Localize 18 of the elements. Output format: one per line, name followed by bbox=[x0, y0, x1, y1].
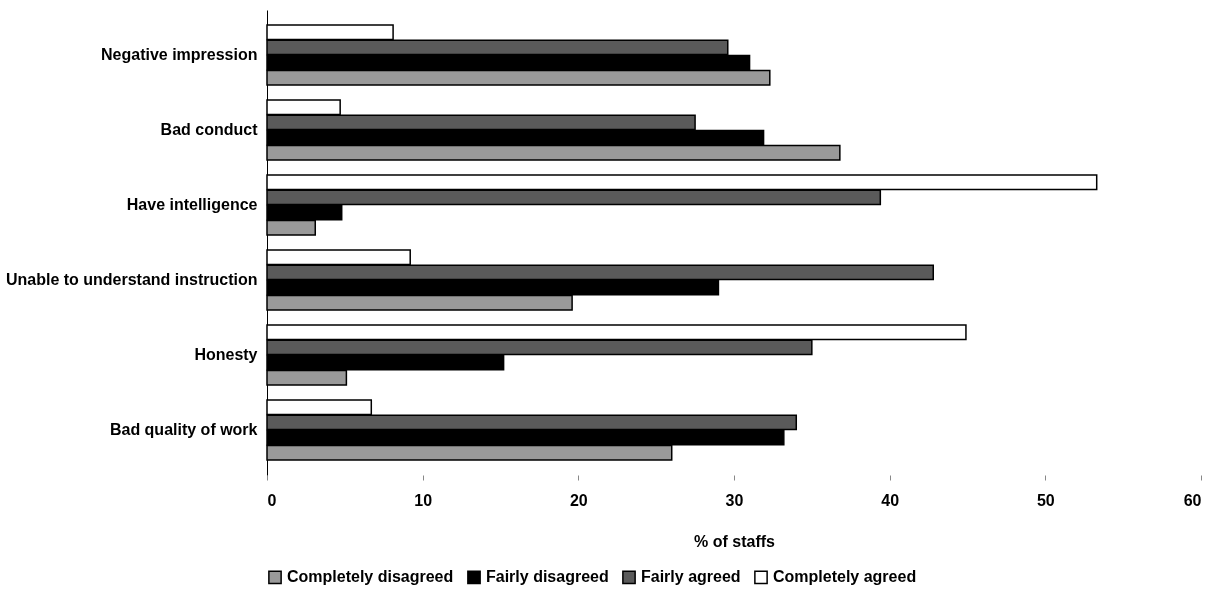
y-tick-label: Have intelligence bbox=[126, 196, 258, 213]
x-tick-label: 20 bbox=[569, 491, 588, 509]
x-axis-title: % of staffs bbox=[694, 532, 776, 550]
legend-label: Fairly agreed bbox=[641, 568, 741, 586]
y-tick-label: Negative impression bbox=[101, 46, 258, 63]
y-tick-label: Unable to understand instruction bbox=[5, 271, 258, 288]
x-tick-label: 50 bbox=[1036, 491, 1055, 509]
y-tick-label: Bad quality of work bbox=[109, 421, 258, 438]
y-tick-label: Honesty bbox=[194, 346, 258, 363]
legend-label: Fairly disagreed bbox=[486, 568, 609, 586]
x-tick-label: 40 bbox=[881, 491, 900, 509]
x-tick-label: 60 bbox=[1183, 491, 1202, 509]
x-tick-label: 30 bbox=[725, 491, 744, 509]
x-tick-label: 10 bbox=[414, 491, 433, 509]
legend-label: Completely disagreed bbox=[287, 568, 454, 586]
legend-label: Completely agreed bbox=[773, 568, 917, 586]
y-tick-label: Bad conduct bbox=[160, 121, 259, 138]
x-tick-label: 0 bbox=[267, 491, 277, 509]
